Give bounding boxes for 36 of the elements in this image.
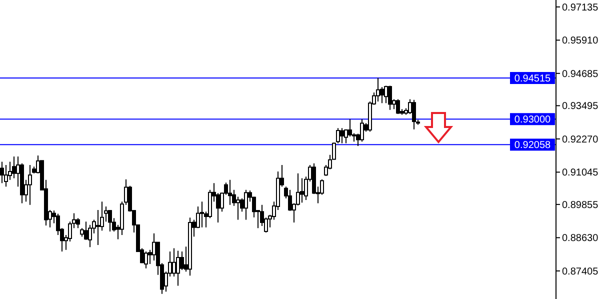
candlestick [236,196,240,220]
y-tick-label: 0.87405 [562,266,599,278]
candlestick [384,85,388,104]
y-tick-label: 0.89855 [562,200,599,211]
candlestick [300,178,304,204]
candlestick [28,164,32,206]
candlestick [340,128,344,144]
candlestick [76,218,80,229]
ref-line-label: 0.94515 [514,74,552,85]
candlestick [200,201,204,228]
y-tick-label: 0.97135 [562,2,599,14]
y-tick-label: 0.93495 [562,101,599,112]
candlestick [96,210,100,246]
candlestick [108,210,112,232]
candlestick [84,221,88,240]
candlestick [144,251,148,269]
candlestick [172,248,176,277]
candlestick [88,224,92,248]
y-tick-label: 0.94685 [562,68,599,80]
y-tick-label: 0.88630 [562,233,599,244]
y-tick-label: 0.95910 [562,36,599,47]
candlestick [176,250,180,286]
candlestick [228,179,232,206]
ref-line-label: 0.93000 [514,114,552,126]
candlestick [388,85,392,110]
candlestick [244,189,248,220]
y-tick-label: 0.92270 [562,134,599,146]
ref-line-label: 0.92058 [514,140,552,152]
candlestick [376,77,380,102]
candlestick [396,98,400,114]
candlestick [360,118,364,142]
y-tick-label: 0.91045 [562,168,599,179]
candlestick [412,99,416,130]
candlestick [4,164,8,188]
candlestick [0,161,4,184]
candlestick [12,156,16,179]
